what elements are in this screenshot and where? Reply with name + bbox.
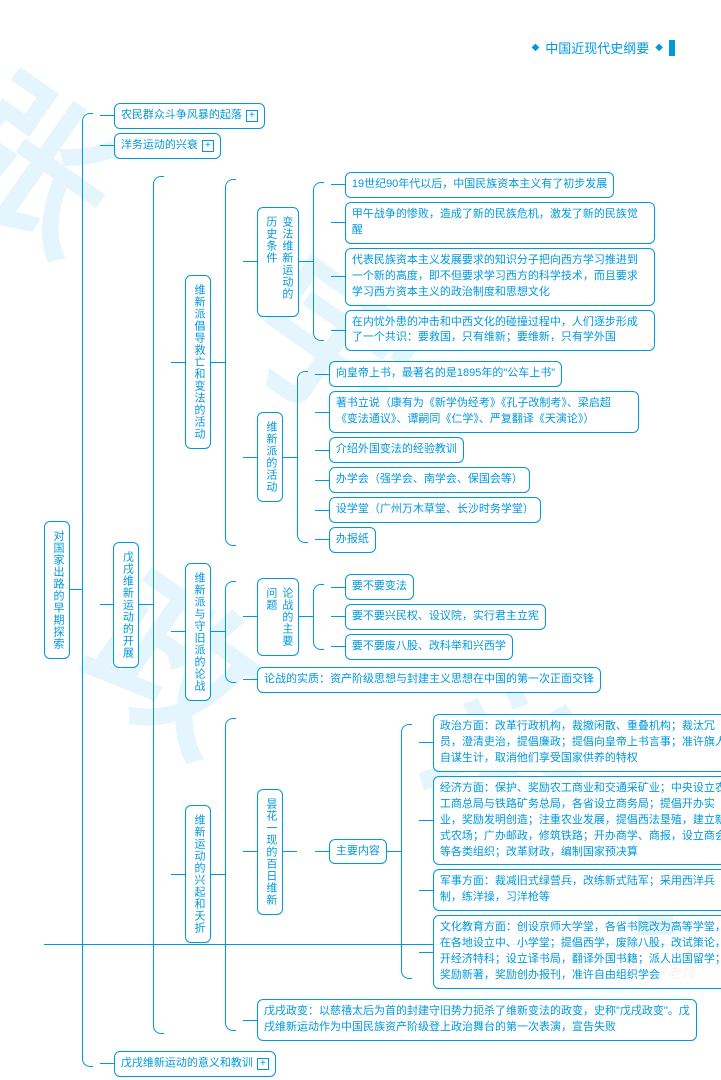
header-bar <box>669 40 675 56</box>
diamond-icon: ◆ <box>655 42 663 53</box>
mindmap: 对国家出路的早期探索 农民群众斗争风暴的起落+ 洋务运动的兴衰+ 戊戌维新运动的… <box>44 100 721 1080</box>
expand-icon[interactable]: + <box>246 110 258 122</box>
leaves-3a2: 向皇帝上书，最著名的是1895年的"公车上书" 著书立说（康有为《新学伪经考》《… <box>297 361 639 553</box>
page-header: ◆ 中国近现代史纲要 ◆ <box>532 38 675 57</box>
leaf: 19世纪90年代以后，中国民族资本主义有了初步发展 <box>345 172 614 198</box>
diamond-icon: ◆ <box>532 42 540 53</box>
node: 昙花一现的百日维新 <box>257 789 283 915</box>
header-title: 中国近现代史纲要 <box>545 38 649 57</box>
leaf: 论战的实质：资产阶级思想与封建主义思想在中国的第一次正面交锋 <box>257 667 601 693</box>
leaf: 要不要变法 <box>345 574 414 600</box>
branch-yangwu: 洋务运动的兴衰+ <box>100 133 721 159</box>
leaf: 政治方面：改革行政机构，裁撤闲散、重叠机构；裁汰冗员，澄清吏治，提倡廉政；提倡向… <box>433 714 721 772</box>
node: 维新派与守旧派的论战 <box>185 563 211 701</box>
leaf: 经济方面：保护、奖励农工商业和交通采矿业；中央设立农工商总局与铁路矿务总局，各省… <box>433 776 721 866</box>
branch-lessons: 戊戌维新运动的意义和教训+ <box>100 1051 721 1077</box>
node: 维新派的活动 <box>257 412 283 502</box>
leaf: 办学会（强学会、南学会、保国会等） <box>329 467 530 493</box>
leaf: 代表民族资本主义发展要求的知识分子把向西方学习推进到一个新的高度，即不但要求学习… <box>345 248 655 306</box>
node: 洋务运动的兴衰+ <box>114 133 221 159</box>
leaves-3b1: 要不要变法 要不要兴民权、设议院，实行君主立宪 要不要废八股、改科举和兴西学 <box>313 574 546 660</box>
leaf: 文化教育方面：创设京师大学堂，各省书院改为高等学堂，在各地设立中、小学堂；提倡西… <box>433 915 721 989</box>
leaf: 戊戌政变：以慈禧太后为首的封建守旧势力扼杀了维新变法的政变，史称"戊戌政变"。戊… <box>257 999 697 1041</box>
node: 戊戌维新运动的开展 <box>113 542 139 668</box>
expand-icon[interactable]: + <box>257 1058 269 1070</box>
node: 主要内容 <box>329 839 387 865</box>
leaf: 介绍外国变法的经验教训 <box>329 437 464 463</box>
node: 戊戌维新运动的意义和教训+ <box>114 1051 276 1077</box>
root-node: 对国家出路的早期探索 <box>44 521 70 659</box>
leaves-3a1: 19世纪90年代以后，中国民族资本主义有了初步发展 甲午战争的惨败，造成了新的民… <box>313 172 655 352</box>
node: 论战的主要问题 <box>257 578 299 656</box>
node: 维新派倡导救亡和变法的活动 <box>185 275 211 449</box>
leaf: 甲午战争的惨败，造成了新的民族危机，激发了新的民族觉醒 <box>345 202 655 244</box>
leaf: 向皇帝上书，最著名的是1895年的"公车上书" <box>329 361 562 387</box>
leaf: 在内忧外患的冲击和中西文化的碰撞过程中，人们逐步形成了一个共识：要救国，只有维新… <box>345 310 655 352</box>
leaf: 著书立说（康有为《新学伪经考》《孔子改制考》、梁启超《变法通议》、谭嗣同《仁学》… <box>329 391 639 433</box>
branch-peasant: 农民群众斗争风暴的起落+ <box>100 103 721 129</box>
leaf: 要不要废八股、改科举和兴西学 <box>345 634 513 660</box>
node: 维新运动的兴起和夭折 <box>185 805 211 943</box>
leaf: 办报纸 <box>329 527 376 553</box>
leaf: 要不要兴民权、设议院，实行君主立宪 <box>345 604 546 630</box>
root-children: 农民群众斗争风暴的起落+ 洋务运动的兴衰+ 戊戌维新运动的开展 维新派倡导救亡和… <box>82 103 721 1077</box>
node: 农民群众斗争风暴的起落+ <box>114 103 265 129</box>
node: 变法维新运动的历史条件 <box>257 207 299 317</box>
expand-icon[interactable]: + <box>202 140 214 152</box>
leaves-3c1a: 政治方面：改革行政机构，裁撤闲散、重叠机构；裁汰冗员，澄清吏治，提倡廉政；提倡向… <box>401 714 721 989</box>
leaf: 军事方面：裁减旧式绿营兵，改练新式陆军；采用西洋兵制，练洋操，习洋枪等 <box>433 869 721 911</box>
leaf: 设学堂（广州万木草堂、长沙时务学堂） <box>329 497 541 523</box>
branch-wuxu: 戊戌维新运动的开展 维新派倡导救亡和变法的活动 变法维新运动的历史条件 <box>100 163 721 1047</box>
